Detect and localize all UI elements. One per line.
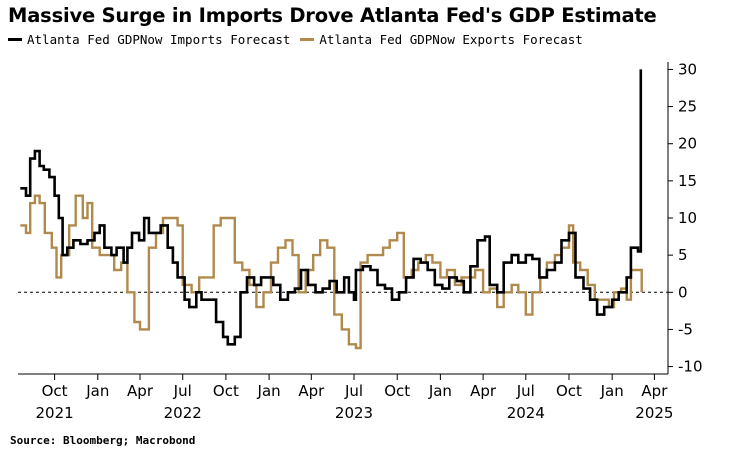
x-year-label: 2022 bbox=[164, 404, 202, 422]
y-tick-label: 0 bbox=[678, 283, 688, 301]
x-tick-label: Jul bbox=[173, 382, 192, 400]
series-line-exports bbox=[20, 194, 643, 350]
source-note: Source: Bloomberg; Macrobond bbox=[10, 434, 196, 447]
legend-item-exports: Atlanta Fed GDPNow Exports Forecast bbox=[300, 32, 583, 47]
y-tick-label: 10 bbox=[678, 209, 697, 227]
chart-title: Massive Surge in Imports Drove Atlanta F… bbox=[8, 4, 657, 27]
x-tick-label: Jan bbox=[85, 382, 109, 400]
x-year-label: 2025 bbox=[635, 404, 673, 422]
x-tick-label: Jul bbox=[344, 382, 363, 400]
y-tick-label: 25 bbox=[678, 98, 697, 116]
x-year-label: 2024 bbox=[507, 404, 545, 422]
y-tick-label: 30 bbox=[678, 60, 697, 78]
x-tick-label: Jan bbox=[428, 382, 452, 400]
legend-swatch-exports bbox=[300, 38, 315, 41]
x-tick-label: Apr bbox=[470, 382, 497, 400]
legend-swatch-imports bbox=[8, 38, 22, 41]
x-tick-label: Jan bbox=[257, 382, 281, 400]
y-tick-label: -10 bbox=[678, 358, 703, 376]
legend-item-imports: Atlanta Fed GDPNow Imports Forecast bbox=[8, 32, 290, 47]
x-tick-label: Apr bbox=[641, 382, 668, 400]
x-tick-label: Jul bbox=[516, 382, 535, 400]
y-tick-label: 5 bbox=[678, 246, 688, 264]
chart-legend: Atlanta Fed GDPNow Imports Forecast Atla… bbox=[8, 32, 593, 47]
x-year-label: 2021 bbox=[36, 404, 74, 422]
x-tick-label: Oct bbox=[556, 382, 582, 400]
y-tick-label: 20 bbox=[678, 135, 697, 153]
x-tick-label: Oct bbox=[384, 382, 410, 400]
x-tick-label: Jan bbox=[600, 382, 624, 400]
y-tick-label: -5 bbox=[678, 320, 693, 338]
x-tick-label: Apr bbox=[127, 382, 154, 400]
x-year-label: 2023 bbox=[335, 404, 373, 422]
legend-label-exports: Atlanta Fed GDPNow Exports Forecast bbox=[319, 32, 583, 47]
legend-label-imports: Atlanta Fed GDPNow Imports Forecast bbox=[27, 32, 291, 47]
y-tick-label: 15 bbox=[678, 172, 697, 190]
x-tick-label: Apr bbox=[298, 382, 325, 400]
x-tick-label: Oct bbox=[42, 382, 68, 400]
series-line-imports bbox=[20, 69, 643, 346]
x-tick-label: Oct bbox=[213, 382, 239, 400]
